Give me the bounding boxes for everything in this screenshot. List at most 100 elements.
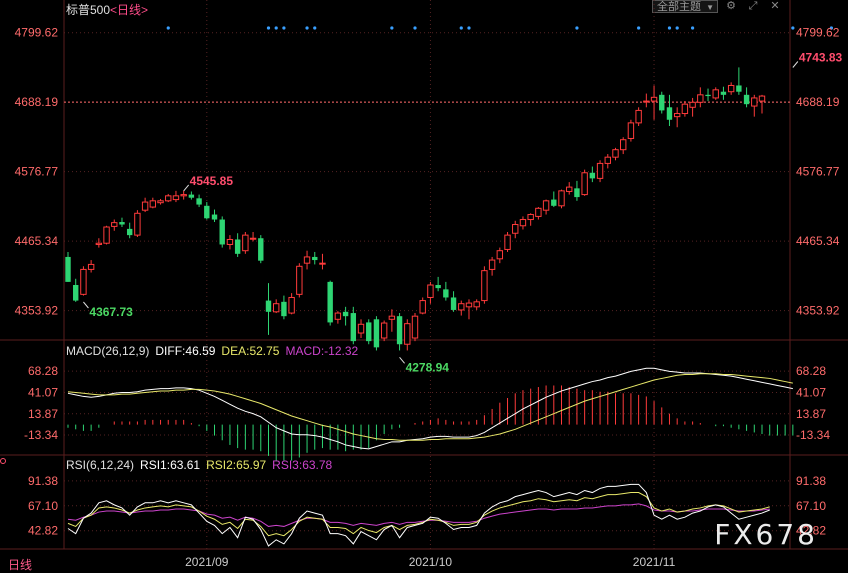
- event-marker: [829, 26, 834, 30]
- annotation-leader: [83, 301, 89, 309]
- candle-body-down: [551, 199, 557, 206]
- candle-body-up: [481, 270, 488, 302]
- topic-select[interactable]: 全部主题 ▼: [652, 0, 718, 13]
- candle-body-up: [512, 224, 519, 234]
- macd-legend: MACD(26,12,9) DIFF:46.59 DEA:52.75 MACD:-12…: [66, 344, 364, 358]
- event-marker: [675, 26, 679, 30]
- candle-body-down: [705, 94, 711, 97]
- candle-body-up: [488, 259, 496, 270]
- annotation-leader: [399, 357, 405, 364]
- y-tick-label-left: 4688.19: [15, 95, 59, 109]
- chart-header: 标普500<日线> 全部主题 ▼ ⚙ ⤢ ✕: [0, 0, 848, 17]
- candle-body-down: [281, 301, 287, 317]
- candle-body-up: [296, 265, 303, 295]
- candle-body-down: [196, 198, 202, 205]
- candle-body-up: [527, 214, 534, 221]
- expand-icon[interactable]: ⤢: [748, 0, 758, 12]
- candle-body-up: [620, 139, 627, 151]
- candle-body-down: [342, 311, 349, 317]
- candle-body-up: [180, 194, 187, 197]
- candle-body-up: [627, 122, 635, 139]
- candle-body-up: [612, 149, 619, 158]
- candle-body-down: [373, 319, 380, 348]
- candle-body-down: [73, 285, 79, 301]
- candle-body-up: [712, 89, 719, 99]
- y-tick-label-left: 67.10: [28, 499, 58, 513]
- y-tick-label-right: 41.07: [796, 385, 826, 399]
- event-marker: [459, 26, 463, 30]
- candle-body-down: [119, 222, 125, 225]
- candle-body-up: [758, 95, 766, 102]
- candle-body-down: [258, 238, 264, 261]
- candle-body-up: [404, 323, 411, 345]
- candle-body-up: [172, 195, 180, 201]
- y-tick-label-right: 4688.19: [796, 95, 840, 109]
- candle-body-up: [226, 238, 234, 245]
- candle-body-up: [357, 323, 365, 334]
- candle-body-up: [504, 234, 511, 250]
- candle-body-up: [303, 256, 311, 264]
- annotation-leader: [183, 184, 190, 192]
- candle-body-up: [319, 262, 326, 265]
- candle-body-up: [604, 156, 611, 164]
- candle-body-up: [111, 222, 118, 227]
- candlestick-panel: 4545.85 4367.73 4278.94 4743.83: [64, 26, 843, 374]
- candle-body-up: [465, 302, 473, 308]
- candle-body-down: [327, 281, 333, 323]
- candle-body-down: [126, 228, 133, 236]
- chart-title: 标普500<日线>: [66, 1, 148, 18]
- y-tick-label-left: 41.07: [28, 385, 58, 399]
- period-tab-daily[interactable]: 日线: [8, 558, 33, 572]
- rsi1-line: [67, 483, 770, 547]
- candle-body-up: [134, 212, 141, 236]
- candle-body-up: [411, 315, 419, 339]
- event-marker: [390, 26, 394, 30]
- candle-body-up: [103, 226, 110, 244]
- event-marker: [266, 26, 271, 30]
- y-tick-label-right: 4465.34: [796, 234, 840, 248]
- y-tick-label-right: 4576.77: [796, 165, 840, 179]
- candle-body-up: [242, 234, 249, 252]
- candle-body-up: [566, 186, 573, 192]
- extreme-price-label: 4278.94: [406, 360, 450, 374]
- candle-body-up: [535, 207, 542, 217]
- candle-body-up: [458, 303, 465, 311]
- event-marker: [166, 26, 170, 30]
- candle-body-up: [689, 101, 696, 108]
- candle-body-down: [666, 107, 673, 120]
- macd-dea-line: [67, 373, 793, 441]
- candle-body-down: [743, 94, 750, 105]
- candle-body-up: [558, 190, 565, 207]
- axis-layer: 4799.62 4799.62 4688.19 4688.19 4576.77 4576.…: [15, 26, 840, 569]
- close-icon[interactable]: ✕: [770, 0, 780, 12]
- candle-body-up: [95, 242, 103, 245]
- macd-dif-line: [67, 367, 793, 450]
- event-marker: [282, 26, 286, 30]
- y-tick-label-right: 4799.62: [796, 26, 840, 40]
- candle-body-up: [141, 201, 149, 211]
- candle-body-up: [681, 103, 689, 115]
- y-tick-label-right: -13.34: [796, 428, 830, 442]
- candle-body-down: [589, 172, 596, 179]
- y-tick-label-left: 91.38: [28, 474, 58, 488]
- macd-dif-label: DIFF:46.59: [155, 344, 216, 358]
- candle-body-up: [596, 162, 604, 179]
- candle-body-down: [204, 205, 210, 219]
- y-tick-label-left: 4465.34: [15, 234, 59, 248]
- y-tick-label-left: 13.87: [28, 407, 58, 421]
- y-tick-label-right: 42.82: [796, 524, 826, 538]
- settings-icon[interactable]: ⚙: [726, 0, 736, 12]
- candle-body-up: [149, 200, 157, 208]
- candle-body-down: [435, 285, 441, 289]
- y-tick-label-left: 4576.77: [15, 165, 59, 179]
- candle-body-up: [80, 268, 87, 295]
- panel-marker-icon: [0, 458, 6, 464]
- candle-body-up: [388, 315, 396, 320]
- candle-body-down: [188, 194, 195, 198]
- event-marker: [667, 26, 672, 30]
- candle-body-up: [87, 263, 95, 270]
- macd-macd-label: MACD:-12.32: [285, 344, 359, 358]
- macd-title: MACD(26,12,9): [66, 344, 150, 358]
- y-tick-label-right: 91.38: [796, 474, 826, 488]
